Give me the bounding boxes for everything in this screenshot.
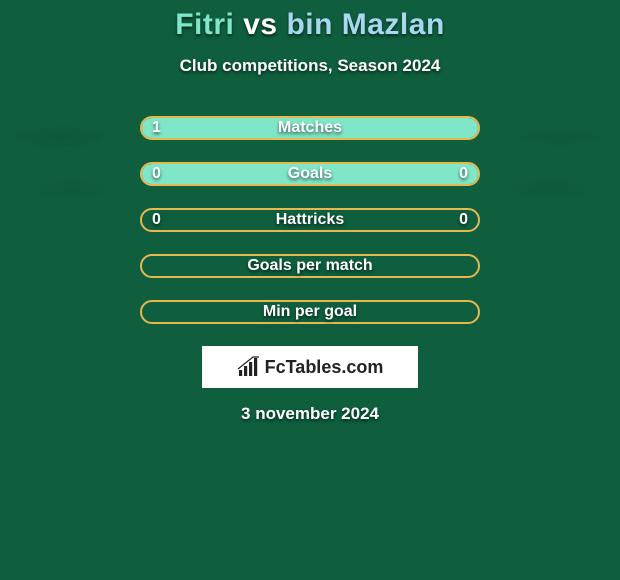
stat-row: Min per goal	[0, 300, 620, 324]
subtitle: Club competitions, Season 2024	[0, 56, 620, 76]
stat-bar	[140, 208, 480, 232]
shadow-ellipse	[22, 178, 118, 202]
stat-bar-fill	[142, 164, 478, 184]
shadow-ellipse	[500, 178, 600, 202]
stat-bar	[140, 300, 480, 324]
logo-box[interactable]: FcTables.com	[202, 346, 418, 388]
vs-label: vs	[243, 8, 277, 41]
stat-bar	[140, 162, 480, 186]
stat-value-left: 0	[152, 162, 161, 186]
stat-row: Hattricks00	[0, 208, 620, 232]
page-title: Fitri vs bin Mazlan	[0, 8, 620, 42]
shadow-ellipse	[510, 125, 610, 149]
comparison-card: Fitri vs bin Mazlan Club competitions, S…	[0, 0, 620, 424]
logo-text: FcTables.com	[265, 357, 384, 378]
stat-bar	[140, 254, 480, 278]
chart-icon	[237, 356, 261, 378]
player1-name: Fitri	[175, 8, 234, 41]
stat-value-left: 0	[152, 208, 161, 232]
stat-bar-fill	[142, 118, 478, 138]
stat-row: Goals per match	[0, 254, 620, 278]
stat-value-right: 0	[459, 208, 468, 232]
player2-name: bin Mazlan	[286, 8, 444, 41]
stat-value-left: 1	[152, 116, 161, 140]
shadow-ellipse	[5, 124, 115, 150]
stat-bar	[140, 116, 480, 140]
stat-value-right: 0	[459, 162, 468, 186]
date-label: 3 november 2024	[0, 404, 620, 424]
